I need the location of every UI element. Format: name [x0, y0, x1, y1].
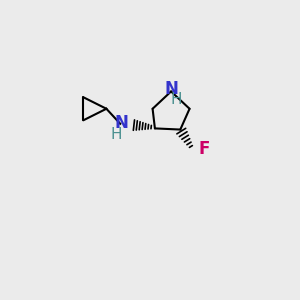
Text: F: F	[198, 140, 209, 158]
Text: H: H	[170, 92, 182, 107]
Text: N: N	[164, 80, 178, 98]
Text: H: H	[111, 127, 122, 142]
Text: N: N	[115, 114, 128, 132]
